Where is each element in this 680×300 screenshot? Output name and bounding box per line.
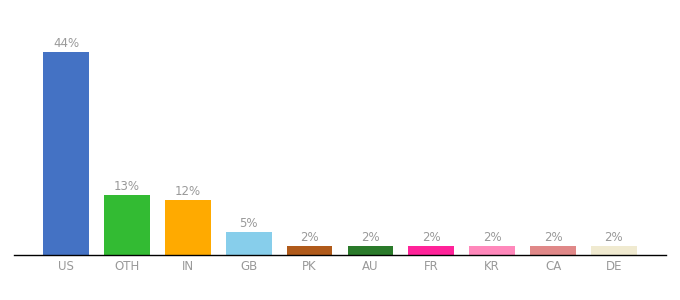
Text: 5%: 5% [239,217,258,230]
Bar [409,246,454,255]
Bar [469,246,515,255]
Text: 2%: 2% [483,231,501,244]
Bar [287,246,333,255]
Text: 44%: 44% [53,37,79,50]
Text: 2%: 2% [605,231,623,244]
Bar [226,232,271,255]
Text: 12%: 12% [175,185,201,198]
Bar [104,195,150,255]
Text: 2%: 2% [301,231,319,244]
Bar [591,246,636,255]
Text: 2%: 2% [422,231,441,244]
Text: 2%: 2% [361,231,379,244]
Text: 2%: 2% [544,231,562,244]
Text: 13%: 13% [114,180,140,193]
Bar [165,200,211,255]
Bar [530,246,576,255]
Bar [347,246,393,255]
Bar [44,52,89,255]
